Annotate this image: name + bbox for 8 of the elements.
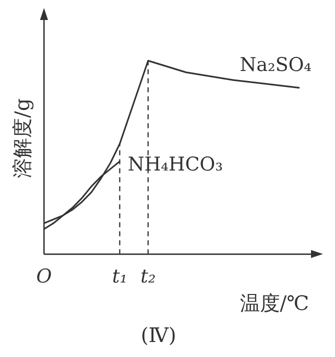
x-tick-label: O: [36, 266, 52, 288]
series-label: Na₂SO₄: [240, 54, 312, 76]
x-tick-label: t₂: [140, 266, 156, 288]
x-axis-title: 温度/℃: [240, 291, 309, 316]
text: (Ⅳ): [140, 323, 176, 348]
y-axis-title: 溶解度/g: [10, 98, 34, 178]
x-tick-label: t₁: [112, 266, 128, 288]
series-label: NH₄HCO₃: [128, 153, 223, 176]
